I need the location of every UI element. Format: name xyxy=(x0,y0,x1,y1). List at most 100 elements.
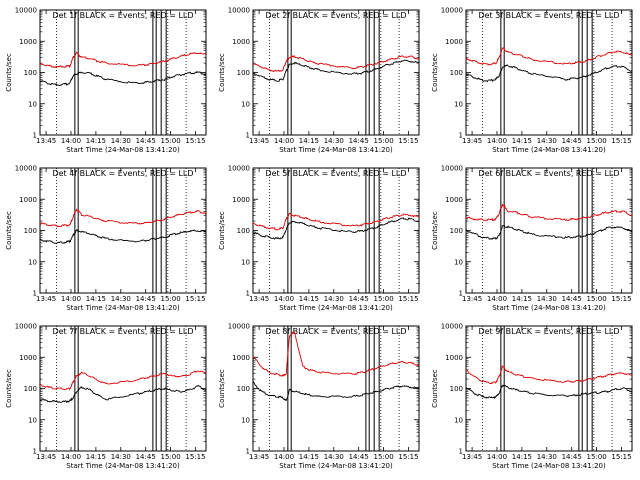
x-tick-label: 14:30 xyxy=(324,295,344,303)
x-tick-label: 14:15 xyxy=(86,295,106,303)
y-tick-label: 1000 xyxy=(19,38,37,46)
y-axis-label: Counts/sec xyxy=(218,211,226,250)
x-tick-label: 15:15 xyxy=(611,137,631,145)
events-series-line xyxy=(465,224,633,240)
y-axis-label: Counts/sec xyxy=(5,211,13,250)
x-tick-label: 15:15 xyxy=(398,137,418,145)
panel-title: Det 9f BLACK = Events, RED = LLD xyxy=(478,327,619,336)
y-tick-label: 1 xyxy=(246,290,250,298)
x-tick-label: 13:45 xyxy=(462,295,482,303)
y-tick-label: 10000 xyxy=(15,165,37,173)
x-tick-label: 15:15 xyxy=(611,295,631,303)
x-axis-label: Start Time (24-Mar-08 13:41:20) xyxy=(66,304,180,312)
x-tick-label: 15:00 xyxy=(586,453,606,461)
y-tick-label: 10 xyxy=(28,258,37,266)
x-tick-label: 14:45 xyxy=(136,453,156,461)
x-tick-label: 14:00 xyxy=(274,137,294,145)
y-axis-label: Counts/sec xyxy=(5,53,13,92)
y-tick-label: 10000 xyxy=(441,323,463,331)
panel-1: Det 1f BLACK = Events, RED = LLD Start Ti… xyxy=(5,7,207,154)
x-tick-label: 13:45 xyxy=(36,453,56,461)
events-series-line xyxy=(40,228,207,245)
y-tick-label: 10000 xyxy=(441,7,463,15)
lld-series-line xyxy=(39,370,207,391)
y-tick-label: 10000 xyxy=(228,7,250,15)
panel-title: Det 5f BLACK = Events, RED = LLD xyxy=(265,169,406,178)
x-tick-label: 15:00 xyxy=(373,295,393,303)
x-tick-label: 14:30 xyxy=(324,453,344,461)
x-tick-label: 14:45 xyxy=(349,295,369,303)
panel-7: Det 7f BLACK = Events, RED = LLD Start Ti… xyxy=(5,323,207,470)
y-tick-label: 1000 xyxy=(232,38,250,46)
y-tick-label: 1000 xyxy=(445,38,463,46)
y-tick-label: 1000 xyxy=(445,354,463,362)
events-series-line xyxy=(252,59,420,82)
lld-series-line xyxy=(252,331,420,377)
y-tick-label: 100 xyxy=(24,69,37,77)
y-axis-label: Counts/sec xyxy=(431,211,439,250)
panel-title: Det 1f BLACK = Events, RED = LLD xyxy=(52,11,193,20)
panel-8: Det 8f BLACK = Events, RED = LLD Start Ti… xyxy=(218,323,420,470)
x-tick-label: 14:00 xyxy=(61,295,81,303)
y-tick-label: 1 xyxy=(459,290,463,298)
x-tick-label: 15:00 xyxy=(586,137,606,145)
y-tick-label: 1 xyxy=(33,448,37,456)
x-tick-label: 15:00 xyxy=(160,137,180,145)
x-tick-label: 13:45 xyxy=(462,453,482,461)
panel-title: Det 3f BLACK = Events, RED = LLD xyxy=(478,11,619,20)
lld-series-line xyxy=(39,208,207,228)
x-tick-label: 14:30 xyxy=(111,137,131,145)
x-tick-label: 14:15 xyxy=(299,137,319,145)
y-tick-label: 10 xyxy=(241,416,250,424)
plot-frame xyxy=(252,325,420,452)
plot-frame xyxy=(465,167,633,294)
y-tick-label: 100 xyxy=(450,69,463,77)
x-tick-label: 15:15 xyxy=(398,295,418,303)
x-tick-label: 15:15 xyxy=(611,453,631,461)
plot-frame xyxy=(465,325,633,452)
x-tick-label: 13:45 xyxy=(249,295,269,303)
x-tick-label: 14:30 xyxy=(537,137,557,145)
y-tick-label: 10 xyxy=(454,100,463,108)
x-tick-label: 14:45 xyxy=(136,137,156,145)
y-tick-label: 100 xyxy=(450,385,463,393)
events-series-line xyxy=(465,63,633,83)
x-tick-label: 14:15 xyxy=(86,453,106,461)
x-tick-label: 14:15 xyxy=(512,295,532,303)
panel-title: Det 7f BLACK = Events, RED = LLD xyxy=(52,327,193,336)
x-tick-label: 14:00 xyxy=(487,295,507,303)
x-tick-label: 13:45 xyxy=(249,453,269,461)
x-tick-label: 14:45 xyxy=(349,137,369,145)
x-tick-label: 14:00 xyxy=(61,453,81,461)
events-series-line xyxy=(252,217,420,240)
x-tick-label: 13:45 xyxy=(462,137,482,145)
x-tick-label: 15:00 xyxy=(373,453,393,461)
y-tick-label: 10 xyxy=(241,100,250,108)
x-tick-label: 14:30 xyxy=(324,137,344,145)
y-tick-label: 100 xyxy=(237,385,250,393)
y-tick-label: 100 xyxy=(450,227,463,235)
x-tick-label: 15:00 xyxy=(160,453,180,461)
x-tick-label: 15:00 xyxy=(373,137,393,145)
x-tick-label: 14:30 xyxy=(111,453,131,461)
x-tick-label: 15:15 xyxy=(185,453,205,461)
x-tick-label: 15:00 xyxy=(586,295,606,303)
y-tick-label: 100 xyxy=(24,385,37,393)
panel-title: Det 8f BLACK = Events, RED = LLD xyxy=(265,327,406,336)
x-tick-label: 14:45 xyxy=(349,453,369,461)
y-tick-label: 1 xyxy=(459,448,463,456)
plot-frame xyxy=(39,325,207,452)
panel-4: Det 4f BLACK = Events, RED = LLD Start Ti… xyxy=(5,165,207,312)
y-tick-label: 1 xyxy=(459,132,463,140)
x-tick-label: 13:45 xyxy=(36,295,56,303)
x-axis-label: Start Time (24-Mar-08 13:41:20) xyxy=(279,304,393,312)
y-axis-label: Counts/sec xyxy=(218,369,226,408)
y-tick-label: 1 xyxy=(33,132,37,140)
x-tick-label: 14:00 xyxy=(274,295,294,303)
x-tick-label: 14:15 xyxy=(299,295,319,303)
lld-series-line xyxy=(252,54,419,73)
x-tick-label: 14:45 xyxy=(136,295,156,303)
y-tick-label: 1 xyxy=(246,132,250,140)
x-axis-label: Start Time (24-Mar-08 13:41:20) xyxy=(279,146,393,154)
panel-title: Det 6f BLACK = Events, RED = LLD xyxy=(478,169,619,178)
